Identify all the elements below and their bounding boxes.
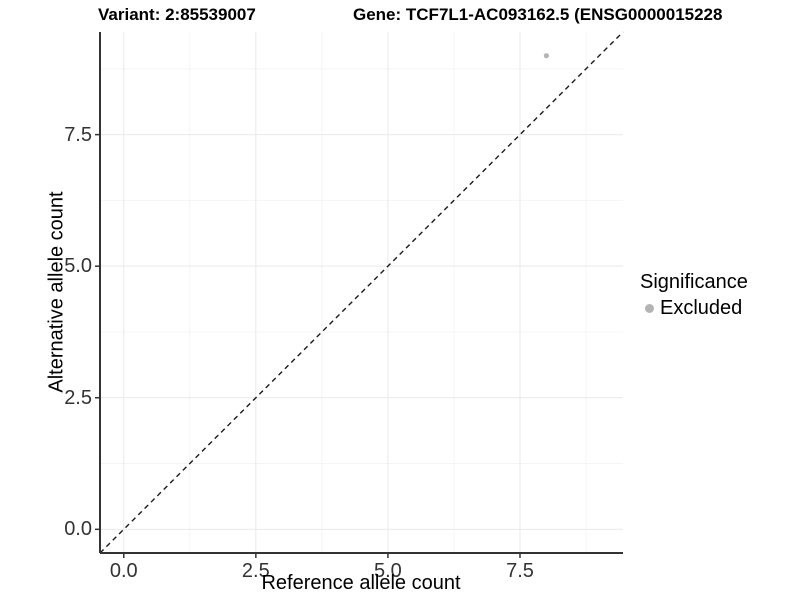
y-axis-title: Alternative allele count — [45, 191, 68, 393]
x-tick-label: 5.0 — [374, 560, 402, 582]
x-tick-label: 0.0 — [109, 560, 138, 582]
y-tick-label: 2.5 — [64, 386, 92, 409]
legend-entry-label: Excluded — [660, 297, 743, 319]
legend-point-icon — [644, 303, 654, 313]
gene-title: Gene: TCF7L1-AC093162.5 (ENSG0000015228 — [353, 5, 723, 24]
y-tick-label: 5.0 — [64, 255, 92, 278]
legend: Significance Excluded — [640, 270, 748, 320]
identity-dashed-line — [99, 31, 624, 554]
legend-key — [640, 299, 658, 317]
legend-entries: Excluded — [640, 296, 748, 320]
y-tick-label: 7.5 — [64, 123, 92, 146]
legend-title: Significance — [640, 271, 748, 293]
x-tick-label: 2.5 — [241, 560, 270, 582]
legend-entry: Excluded — [640, 296, 748, 320]
variant-title: Variant: 2:85539007 — [98, 5, 256, 24]
x-axis-title: Reference allele count — [261, 572, 461, 594]
x-tick-label: 7.5 — [506, 560, 534, 582]
y-tick-label: 0.0 — [64, 518, 92, 541]
data-point — [543, 53, 549, 59]
